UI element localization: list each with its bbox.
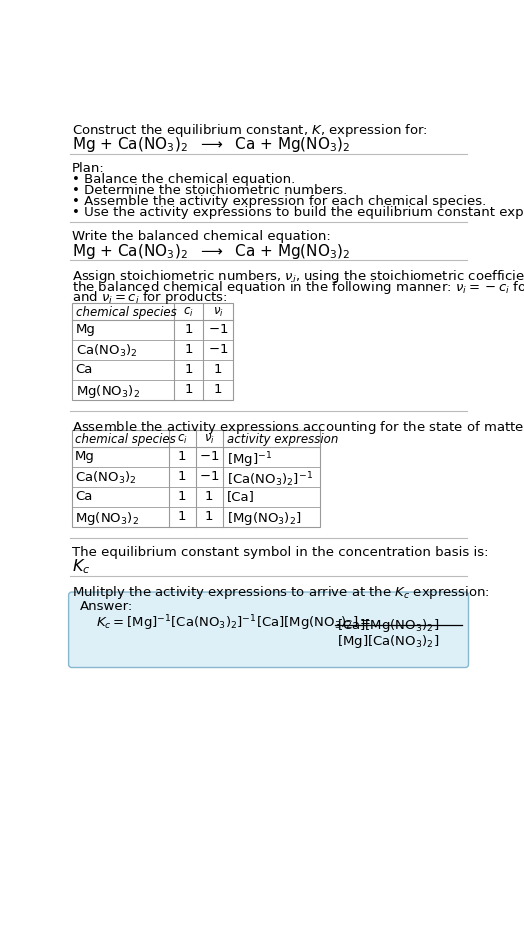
Text: 1: 1	[184, 344, 193, 356]
Text: $c_i$: $c_i$	[183, 306, 194, 319]
Text: 1: 1	[178, 451, 187, 463]
Text: The equilibrium constant symbol in the concentration basis is:: The equilibrium constant symbol in the c…	[72, 546, 488, 559]
Text: Ca(NO$_3$)$_2$: Ca(NO$_3$)$_2$	[75, 344, 137, 360]
Text: 1: 1	[184, 383, 193, 397]
Text: $\nu_i$: $\nu_i$	[213, 306, 224, 319]
Bar	[72, 430, 320, 528]
Text: Mg(NO$_3$)$_2$: Mg(NO$_3$)$_2$	[75, 511, 139, 528]
Text: chemical species: chemical species	[75, 433, 176, 446]
Text: 1: 1	[178, 511, 187, 524]
Bar	[72, 304, 233, 400]
FancyBboxPatch shape	[69, 592, 468, 667]
Text: [Mg(NO$_3$)$_2$]: [Mg(NO$_3$)$_2$]	[227, 511, 301, 528]
Text: • Determine the stoichiometric numbers.: • Determine the stoichiometric numbers.	[72, 184, 347, 197]
Text: $-1$: $-1$	[199, 451, 220, 463]
Text: $-1$: $-1$	[208, 324, 228, 336]
Text: activity expression: activity expression	[227, 433, 338, 446]
Text: 1: 1	[178, 471, 187, 483]
Text: $K_c = [\mathrm{Mg}]^{-1} [\mathrm{Ca(NO_3)_2}]^{-1} [\mathrm{Ca}] [\mathrm{Mg(N: $K_c = [\mathrm{Mg}]^{-1} [\mathrm{Ca(NO…	[96, 613, 372, 633]
Text: Mulitply the activity expressions to arrive at the $K_c$ expression:: Mulitply the activity expressions to arr…	[72, 584, 489, 601]
Text: 1: 1	[214, 363, 222, 377]
Text: $[\mathrm{Ca}][\mathrm{Mg(NO_3)_2}]$: $[\mathrm{Ca}][\mathrm{Mg(NO_3)_2}]$	[337, 617, 439, 634]
Text: • Use the activity expressions to build the equilibrium constant expression.: • Use the activity expressions to build …	[72, 206, 524, 218]
Text: Assemble the activity expressions accounting for the state of matter and $\nu_i$: Assemble the activity expressions accoun…	[72, 419, 524, 436]
Text: Mg(NO$_3$)$_2$: Mg(NO$_3$)$_2$	[75, 383, 139, 400]
Text: Mg + Ca(NO$_3$)$_2$  $\longrightarrow$  Ca + Mg(NO$_3$)$_2$: Mg + Ca(NO$_3$)$_2$ $\longrightarrow$ Ca…	[72, 136, 350, 155]
Text: $-1$: $-1$	[208, 344, 228, 356]
Text: [Ca]: [Ca]	[227, 491, 255, 503]
Text: Ca: Ca	[75, 363, 93, 377]
Text: Ca: Ca	[75, 491, 92, 503]
Text: Assign stoichiometric numbers, $\nu_i$, using the stoichiometric coefficients, $: Assign stoichiometric numbers, $\nu_i$, …	[72, 268, 524, 285]
Text: the balanced chemical equation in the following manner: $\nu_i = -c_i$ for react: the balanced chemical equation in the fo…	[72, 279, 524, 296]
Text: $-1$: $-1$	[199, 471, 220, 483]
Text: chemical species: chemical species	[75, 306, 176, 319]
Text: Answer:: Answer:	[80, 600, 133, 613]
Text: [Ca(NO$_3$)$_2$]$^{-1}$: [Ca(NO$_3$)$_2$]$^{-1}$	[227, 471, 313, 489]
Text: Plan:: Plan:	[72, 161, 104, 175]
Text: Mg + Ca(NO$_3$)$_2$  $\longrightarrow$  Ca + Mg(NO$_3$)$_2$: Mg + Ca(NO$_3$)$_2$ $\longrightarrow$ Ca…	[72, 242, 350, 261]
Text: $K_c$: $K_c$	[72, 557, 90, 576]
Text: Write the balanced chemical equation:: Write the balanced chemical equation:	[72, 231, 331, 243]
Text: $\nu_i$: $\nu_i$	[204, 433, 215, 446]
Text: 1: 1	[184, 324, 193, 336]
Text: 1: 1	[214, 383, 222, 397]
Text: [Mg]$^{-1}$: [Mg]$^{-1}$	[227, 451, 272, 470]
Text: • Balance the chemical equation.: • Balance the chemical equation.	[72, 173, 295, 186]
Text: 1: 1	[178, 491, 187, 503]
Text: Construct the equilibrium constant, $K$, expression for:: Construct the equilibrium constant, $K$,…	[72, 121, 428, 139]
Text: $c_i$: $c_i$	[177, 433, 188, 446]
Text: 1: 1	[184, 363, 193, 377]
Text: Ca(NO$_3$)$_2$: Ca(NO$_3$)$_2$	[75, 471, 136, 487]
Text: Mg: Mg	[75, 451, 95, 463]
Text: 1: 1	[205, 511, 213, 524]
Text: 1: 1	[205, 491, 213, 503]
Text: • Assemble the activity expression for each chemical species.: • Assemble the activity expression for e…	[72, 195, 486, 208]
Text: Mg: Mg	[75, 324, 95, 336]
Text: $[\mathrm{Mg}][\mathrm{Ca(NO_3)_2}]$: $[\mathrm{Mg}][\mathrm{Ca(NO_3)_2}]$	[337, 633, 439, 650]
Text: and $\nu_i = c_i$ for products:: and $\nu_i = c_i$ for products:	[72, 289, 227, 307]
